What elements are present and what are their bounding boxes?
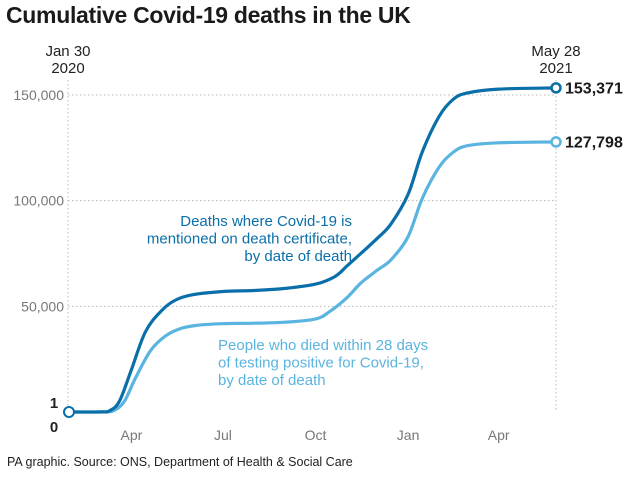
- x-tick-label: Oct: [305, 427, 327, 443]
- annotation-28-days: of testing positive for Covid-19,: [218, 355, 424, 372]
- series-layer: [63, 82, 562, 418]
- annotation-death-certificate: by date of death: [244, 248, 352, 265]
- x-start-label: Jan 30: [45, 43, 90, 60]
- grid-layer: [67, 80, 557, 412]
- annotation-28-days: by date of death: [218, 372, 326, 389]
- annotation-death-certificate: mentioned on death certificate,: [147, 231, 352, 248]
- start-point-marker: [63, 405, 75, 418]
- y-zero-label: 0: [50, 419, 58, 436]
- end-point-28-days: [550, 136, 562, 148]
- annotation-death-certificate: Deaths where Covid-19 is: [180, 213, 352, 230]
- end-label-28-days: 127,798: [565, 134, 623, 151]
- x-start-label: 2020: [51, 60, 84, 77]
- x-end-label: May 28: [531, 43, 580, 60]
- end-label-death-certificate: 153,371: [565, 80, 623, 97]
- y-tick-label: 150,000: [13, 87, 64, 103]
- y-tick-label: 100,000: [13, 193, 64, 209]
- end-point-death-certificate: [550, 82, 562, 94]
- y-tick-label: 50,000: [21, 298, 64, 314]
- x-end-label: 2021: [539, 60, 572, 77]
- y-start-label: 1: [50, 395, 58, 412]
- chart-title: Cumulative Covid-19 deaths in the UK: [6, 2, 411, 28]
- source-note: PA graphic. Source: ONS, Department of H…: [7, 455, 353, 469]
- annotation-layer: 153,371 127,798 Deaths where Covid-19 isme…: [147, 80, 623, 389]
- x-tick-label: Jul: [214, 427, 232, 443]
- series-line-28-days: [67, 140, 558, 414]
- x-tick-label: Apr: [488, 427, 510, 443]
- x-tick-label: Jan: [397, 427, 420, 443]
- series-line-death-certificate: [67, 86, 558, 414]
- x-tick-label: Apr: [120, 427, 142, 443]
- annotation-28-days: People who died within 28 days: [218, 337, 428, 354]
